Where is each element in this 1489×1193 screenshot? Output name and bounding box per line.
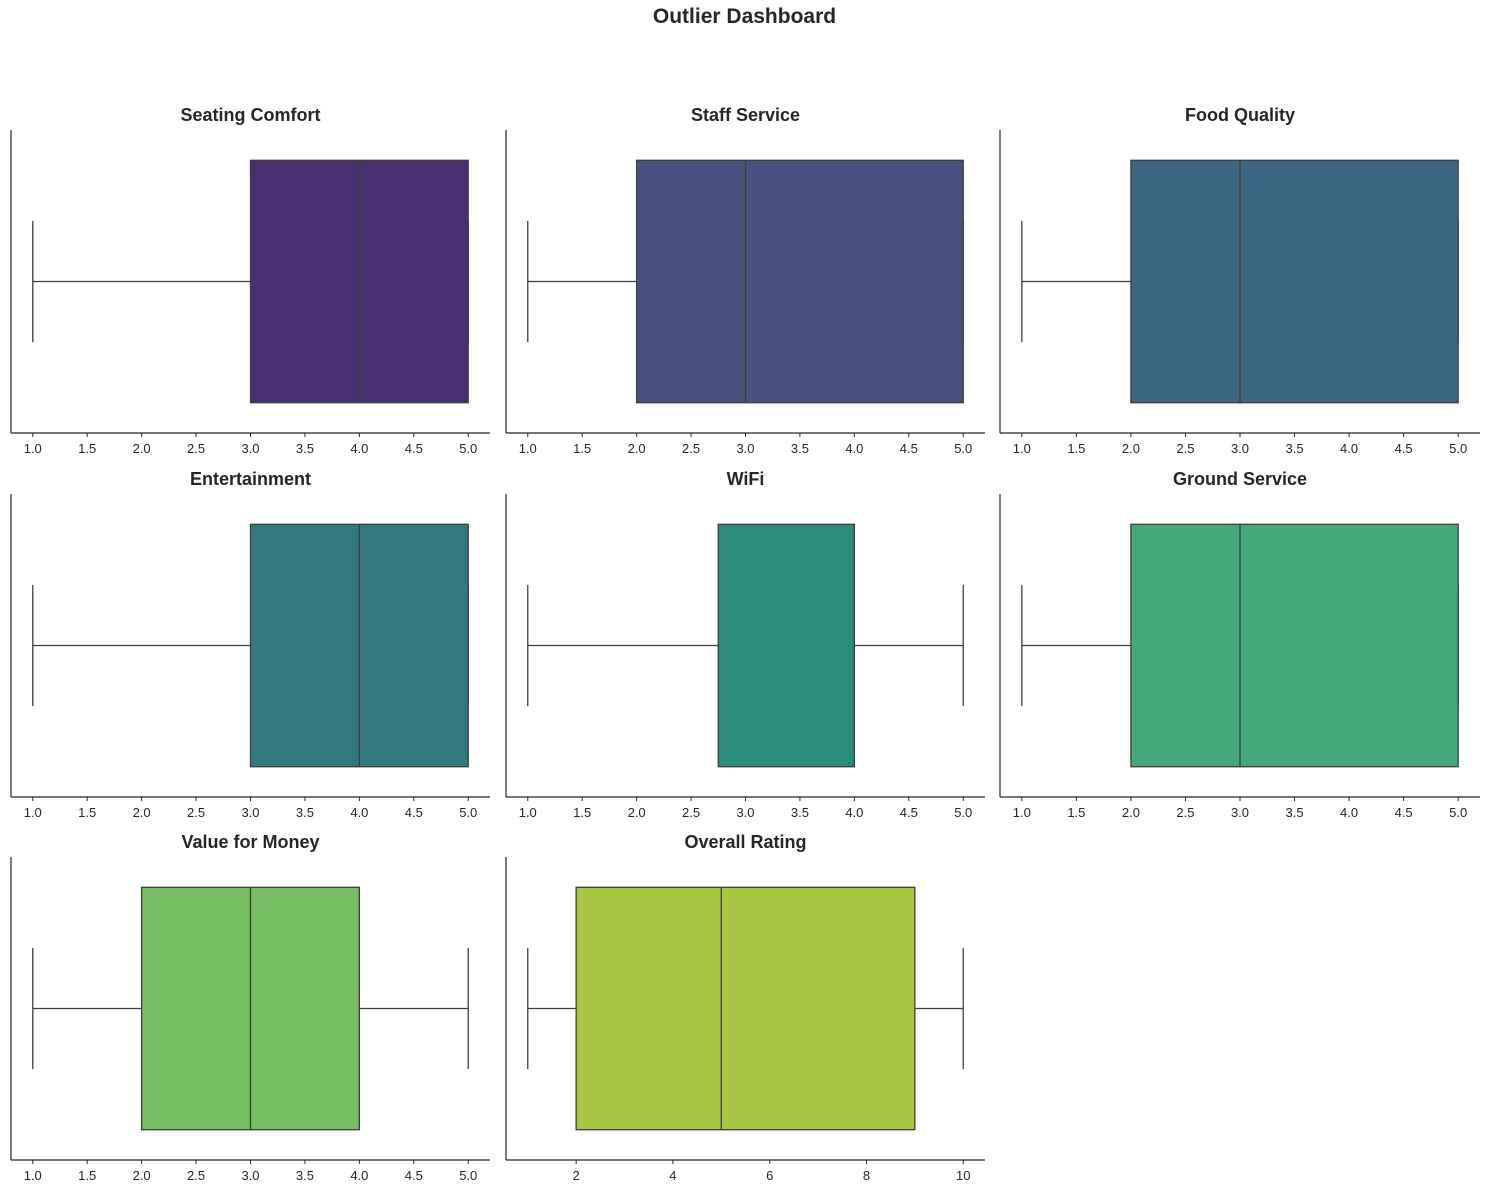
x-tick-label: 2.5 (682, 805, 700, 820)
x-tick-label: 4.5 (405, 441, 423, 456)
x-tick-label: 1.0 (519, 805, 537, 820)
x-tick-label: 4.0 (1340, 805, 1358, 820)
x-tick-label: 3.5 (296, 1168, 314, 1183)
dashboard-title: Outlier Dashboard (652, 5, 837, 28)
x-tick-label: 1.5 (78, 441, 96, 456)
x-tick-label: 3.5 (1286, 441, 1304, 456)
x-tick-label: 1.0 (24, 805, 42, 820)
x-tick-label: 2.5 (1176, 441, 1194, 456)
x-tick-label: 2.0 (133, 441, 151, 456)
panel-title: Food Quality (1185, 105, 1295, 125)
x-tick-label: 2.5 (1176, 805, 1194, 820)
panel-title: Entertainment (190, 469, 311, 489)
x-tick-label: 4.0 (350, 1168, 368, 1183)
panel-title: Staff Service (691, 105, 800, 125)
x-tick-label: 4.0 (845, 805, 863, 820)
x-tick-label: 4.0 (350, 441, 368, 456)
x-tick-label: 10 (956, 1168, 970, 1183)
x-tick-label: 4.0 (845, 441, 863, 456)
x-tick-label: 4.5 (405, 1168, 423, 1183)
x-tick-label: 3.5 (296, 805, 314, 820)
x-tick-label: 3.5 (1286, 805, 1304, 820)
iqr-box (717, 523, 856, 768)
x-tick-label: 3.0 (736, 805, 754, 820)
x-tick-label: 4.0 (350, 805, 368, 820)
panel-title: WiFi (727, 469, 765, 489)
x-tick-label: 1.5 (573, 805, 591, 820)
x-tick-label: 3.5 (791, 805, 809, 820)
x-tick-label: 1.5 (78, 805, 96, 820)
iqr-box (1130, 159, 1459, 404)
x-tick-label: 1.5 (573, 441, 591, 456)
x-tick-label: 2.0 (133, 1168, 151, 1183)
x-tick-label: 2.0 (1122, 441, 1140, 456)
x-tick-label: 4.5 (405, 805, 423, 820)
x-tick-label: 4.5 (1395, 441, 1413, 456)
x-tick-label: 5.0 (1449, 805, 1467, 820)
x-tick-label: 4.0 (1340, 441, 1358, 456)
x-tick-label: 2.5 (187, 441, 205, 456)
x-tick-label: 5.0 (459, 441, 477, 456)
iqr-box (575, 886, 916, 1131)
x-tick-label: 5.0 (954, 441, 972, 456)
x-tick-label: 2.0 (133, 805, 151, 820)
x-tick-label: 3.0 (241, 805, 259, 820)
x-tick-label: 5.0 (954, 805, 972, 820)
iqr-box (635, 159, 964, 404)
x-tick-label: 2.5 (682, 441, 700, 456)
x-tick-label: 3.0 (241, 1168, 259, 1183)
x-tick-label: 2 (573, 1168, 580, 1183)
x-tick-label: 1.0 (519, 441, 537, 456)
x-tick-label: 5.0 (459, 805, 477, 820)
x-tick-label: 1.0 (24, 441, 42, 456)
x-tick-label: 4.5 (900, 805, 918, 820)
x-tick-label: 4.5 (1395, 805, 1413, 820)
x-tick-label: 1.0 (1013, 805, 1031, 820)
x-tick-label: 5.0 (1449, 441, 1467, 456)
x-tick-label: 4.5 (900, 441, 918, 456)
x-tick-label: 2.0 (1122, 805, 1140, 820)
x-tick-label: 1.0 (1013, 441, 1031, 456)
x-tick-label: 4 (669, 1168, 676, 1183)
x-tick-label: 3.5 (791, 441, 809, 456)
panel-title: Ground Service (1173, 469, 1307, 489)
x-tick-label: 2.0 (628, 441, 646, 456)
panel-title: Seating Comfort (180, 105, 320, 125)
x-tick-label: 8 (863, 1168, 870, 1183)
x-tick-label: 3.0 (1231, 805, 1249, 820)
panel-title: Value for Money (181, 832, 319, 852)
x-tick-label: 5.0 (459, 1168, 477, 1183)
x-tick-label: 1.5 (1067, 441, 1085, 456)
panel-title: Overall Rating (684, 832, 806, 852)
x-tick-label: 1.5 (78, 1168, 96, 1183)
x-tick-label: 3.0 (241, 441, 259, 456)
x-tick-label: 2.5 (187, 1168, 205, 1183)
iqr-box (1130, 523, 1459, 768)
x-tick-label: 6 (766, 1168, 773, 1183)
x-tick-label: 2.0 (628, 805, 646, 820)
x-tick-label: 1.5 (1067, 805, 1085, 820)
x-tick-label: 3.0 (1231, 441, 1249, 456)
x-tick-label: 3.0 (736, 441, 754, 456)
x-tick-label: 2.5 (187, 805, 205, 820)
x-tick-label: 1.0 (24, 1168, 42, 1183)
x-tick-label: 3.5 (296, 441, 314, 456)
